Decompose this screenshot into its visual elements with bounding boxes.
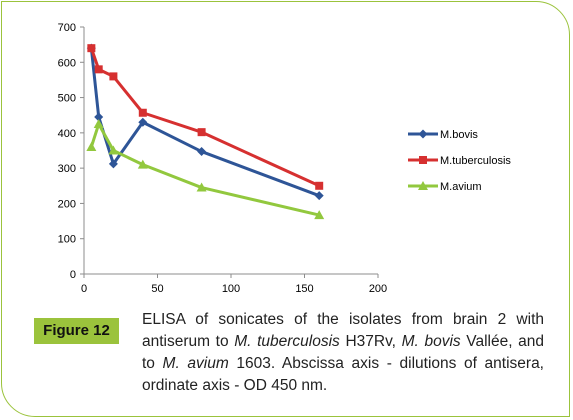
y-tick-label: 0 bbox=[70, 269, 76, 281]
y-tick-label: 600 bbox=[58, 57, 76, 69]
chart-legend: M.bovis M.tuberculosis M.avium bbox=[408, 129, 511, 193]
x-tick-label: 200 bbox=[369, 283, 387, 295]
data-point bbox=[94, 112, 104, 122]
legend-entry: M.bovis bbox=[408, 129, 478, 141]
legend-swatch-marker bbox=[418, 129, 428, 139]
chart-series bbox=[86, 43, 325, 220]
data-point bbox=[314, 210, 325, 220]
figure-caption: ELISA of sonicates of the isolates from … bbox=[142, 309, 544, 397]
data-point bbox=[137, 159, 148, 169]
y-tick-label: 700 bbox=[58, 22, 76, 34]
data-point bbox=[87, 44, 96, 53]
series-line bbox=[89, 47, 320, 188]
caption-run: 1603. Abscissa axis - dilutions of antis… bbox=[142, 355, 544, 394]
data-point bbox=[93, 119, 104, 129]
legend-label: M.bovis bbox=[440, 129, 478, 141]
legend-entry: M.avium bbox=[408, 181, 482, 193]
data-point bbox=[86, 141, 97, 151]
data-point bbox=[108, 159, 118, 169]
caption-italic-run: M. avium bbox=[162, 355, 229, 372]
caption-run: ELISA of sonicates of the isolates from … bbox=[142, 311, 544, 350]
y-tick-label: 400 bbox=[58, 128, 76, 140]
data-point bbox=[197, 147, 207, 157]
legend-entry: M.tuberculosis bbox=[408, 155, 511, 167]
data-point bbox=[109, 72, 118, 81]
series-2 bbox=[86, 119, 325, 220]
x-tick-label: 50 bbox=[151, 283, 163, 295]
y-tick-label: 500 bbox=[58, 93, 76, 105]
legend-label: M.avium bbox=[440, 181, 482, 193]
legend-swatch-marker bbox=[419, 156, 427, 164]
data-point bbox=[138, 108, 147, 117]
caption-run: H37Rv, bbox=[339, 333, 402, 350]
x-tick-label: 150 bbox=[295, 283, 313, 295]
figure-label: Figure 12 bbox=[34, 318, 119, 344]
data-point bbox=[108, 145, 119, 155]
legend-label: M.tuberculosis bbox=[440, 155, 511, 167]
series-1 bbox=[87, 44, 324, 190]
series-line bbox=[89, 48, 320, 198]
x-tick-label: 0 bbox=[81, 283, 87, 295]
chart-axes: 0 100 200 300 400 500 600 700 0 50 100 150 200 bbox=[58, 22, 388, 295]
y-tick-label: 200 bbox=[58, 198, 76, 210]
series-0 bbox=[86, 43, 324, 201]
x-tick-label: 100 bbox=[222, 283, 240, 295]
caption-italic-run: M. bovis bbox=[401, 333, 461, 350]
data-point bbox=[197, 128, 206, 137]
data-point bbox=[314, 191, 324, 201]
legend-swatch-marker bbox=[418, 181, 428, 190]
data-point bbox=[94, 65, 103, 74]
data-point bbox=[196, 182, 207, 192]
y-tick-label: 300 bbox=[58, 163, 76, 175]
data-point bbox=[138, 117, 148, 127]
caption-run: Vallée, and to bbox=[142, 333, 544, 372]
y-tick-label: 100 bbox=[58, 234, 76, 246]
data-point bbox=[315, 181, 324, 190]
caption-italic-run: M. tuberculosis bbox=[234, 333, 340, 350]
line-chart: 0 100 200 300 400 500 600 700 0 50 100 150 200 M.bov… bbox=[58, 22, 512, 295]
